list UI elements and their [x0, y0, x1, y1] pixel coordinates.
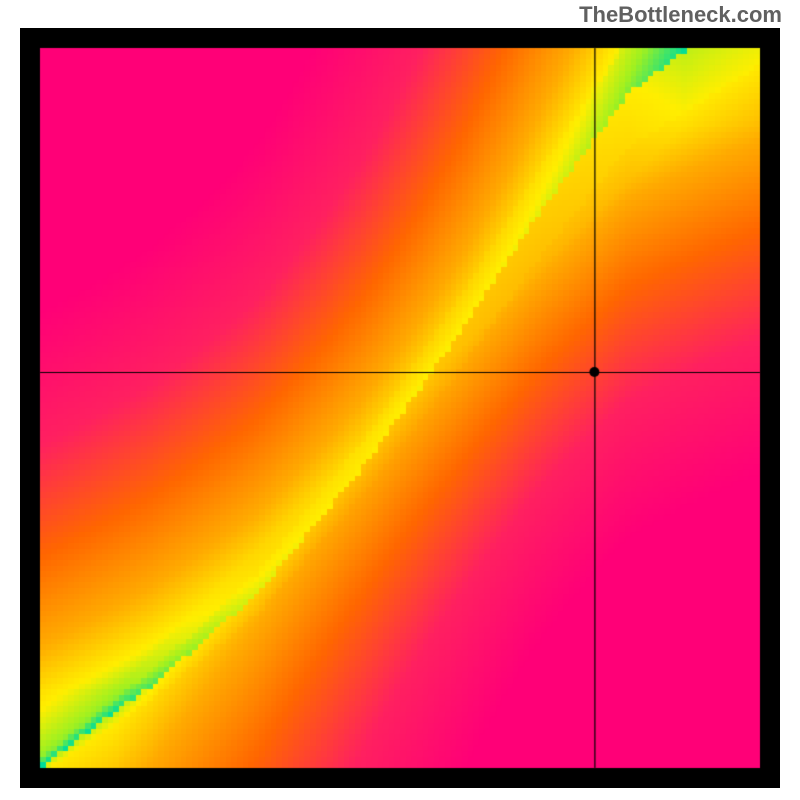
root: TheBottleneck.com	[0, 0, 800, 800]
heatmap-canvas	[20, 28, 780, 788]
watermark-text: TheBottleneck.com	[579, 2, 782, 28]
heatmap-plot	[20, 28, 780, 788]
